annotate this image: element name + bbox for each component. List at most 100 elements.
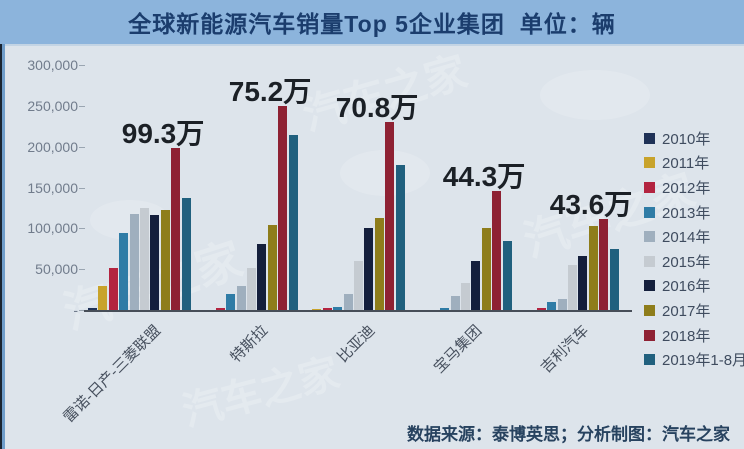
legend-label: 2011年: [662, 155, 710, 173]
bar-2017年: [267, 225, 277, 310]
bar-2013年: [547, 301, 557, 310]
legend-label: 2018年: [662, 327, 711, 345]
bar-2017年: [160, 210, 170, 310]
legend-item: 2019年1-8月: [644, 347, 744, 372]
y-axis-tick: [79, 65, 85, 66]
bar-2012年: [322, 307, 332, 310]
legend-label: 2016年: [662, 278, 711, 296]
legend-item: 2010年: [644, 126, 744, 151]
y-axis-label: 50,000: [35, 261, 78, 278]
bar-2014年: [557, 299, 567, 310]
bar-2015年: [247, 268, 256, 310]
y-axis-label: 300,000: [27, 57, 78, 73]
legend-swatch: [644, 255, 655, 267]
legend-item: 2016年: [644, 274, 744, 299]
bar-2019年1-8月: [502, 241, 512, 310]
bar-2012年: [536, 308, 546, 310]
y-axis-tick: [79, 105, 85, 107]
bar-2019年1-8月: [288, 135, 298, 310]
y-axis-label: 100,000: [27, 220, 78, 237]
page-title: 全球新能源汽车销量Top 5企业集团 单位：辆: [128, 11, 616, 37]
bar-2015年: [140, 207, 149, 310]
legend-item: 2018年: [644, 323, 744, 348]
bar-2019年1-8月: [609, 248, 619, 310]
watermark-blob: [340, 150, 430, 196]
legend-label: 2012年: [662, 179, 711, 197]
y-axis-label: -: [73, 302, 78, 318]
bar-2019年1-8月: [395, 165, 405, 310]
x-axis-line: [84, 310, 632, 312]
legend-swatch: [644, 181, 655, 193]
bar-2016年: [257, 243, 267, 310]
legend-swatch: [644, 280, 655, 292]
legend-item: 2014年: [644, 224, 744, 249]
left-edge-highlight: [2, 44, 5, 449]
x-axis-label: 宝马集团: [430, 322, 486, 377]
y-axis-tick: [79, 269, 85, 271]
bar-2011年: [312, 309, 322, 310]
bar-2016年: [364, 227, 374, 310]
bar-2019年1-8月: [181, 198, 191, 310]
bar-2017年: [481, 228, 491, 310]
y-axis-tick: [79, 146, 85, 148]
bar-2015年: [354, 261, 363, 310]
y-axis-label: 150,000: [27, 179, 78, 196]
legend-label: 2019年1-8月: [662, 352, 744, 370]
bar-2017年: [374, 217, 384, 310]
legend-item: 2017年: [644, 298, 744, 323]
x-axis-label: 特斯拉: [227, 322, 272, 366]
bar-2018年: [492, 190, 502, 310]
bar-2013年: [119, 233, 129, 310]
y-axis-label: 200,000: [27, 138, 78, 155]
y-axis-tick: [79, 228, 85, 230]
bar-2018年: [171, 148, 181, 310]
legend-item: 2011年: [644, 151, 744, 176]
y-axis-label: 250,000: [27, 97, 78, 114]
legend-item: 2015年: [644, 249, 744, 274]
bar-2018年: [599, 218, 609, 310]
group-total-label: 75.2万: [228, 75, 312, 107]
title-bar: 全球新能源汽车销量Top 5企业集团 单位：辆: [0, 0, 744, 46]
bar-2017年: [588, 225, 598, 310]
bar-2016年: [150, 215, 160, 310]
legend-label: 2013年: [662, 204, 711, 222]
legend-swatch: [644, 329, 655, 341]
bar-2010年: [88, 307, 97, 310]
bar-2014年: [129, 213, 139, 310]
bar-2013年: [333, 306, 343, 310]
bar-2014年: [450, 296, 460, 310]
legend-item: 2012年: [644, 175, 744, 200]
legend-item: 2013年: [644, 200, 744, 225]
legend-swatch: [644, 157, 655, 169]
group-total-label: 99.3万: [121, 118, 205, 150]
bar-2014年: [343, 294, 353, 310]
legend-swatch: [644, 132, 655, 144]
legend-label: 2015年: [662, 253, 711, 271]
x-axis-label: 吉利汽车: [537, 322, 593, 377]
watermark-blob: [540, 70, 650, 120]
legend-label: 2014年: [662, 229, 711, 247]
bar-2018年: [278, 105, 288, 310]
legend-swatch: [644, 206, 655, 218]
y-axis-tick: [79, 310, 85, 311]
bar-2012年: [108, 268, 118, 310]
bar-2016年: [578, 256, 588, 310]
legend-label: 2010年: [662, 130, 711, 148]
bar-2013年: [226, 293, 236, 310]
bar-2012年: [215, 307, 225, 310]
left-edge-border: [0, 44, 2, 449]
bar-2016年: [471, 261, 481, 310]
x-axis-label: 比亚迪: [334, 322, 379, 366]
y-axis-tick: [79, 187, 85, 189]
watermark-text: 汽车之家: [178, 350, 345, 435]
bar-2014年: [236, 286, 246, 310]
chart-legend: 2010年 2011年 2012年 2013年 2014年 2015年 2016年 2017年…: [644, 126, 744, 372]
source-note: 数据来源：泰博英思；分析制图：汽车之家: [407, 425, 730, 444]
legend-swatch: [644, 354, 655, 366]
bar-2013年: [440, 307, 450, 310]
group-total-label: 70.8万: [335, 92, 419, 124]
bar-2015年: [461, 283, 470, 310]
x-axis-label: 雷诺-日产-三菱联盟: [60, 322, 165, 427]
legend-label: 2017年: [662, 302, 711, 320]
